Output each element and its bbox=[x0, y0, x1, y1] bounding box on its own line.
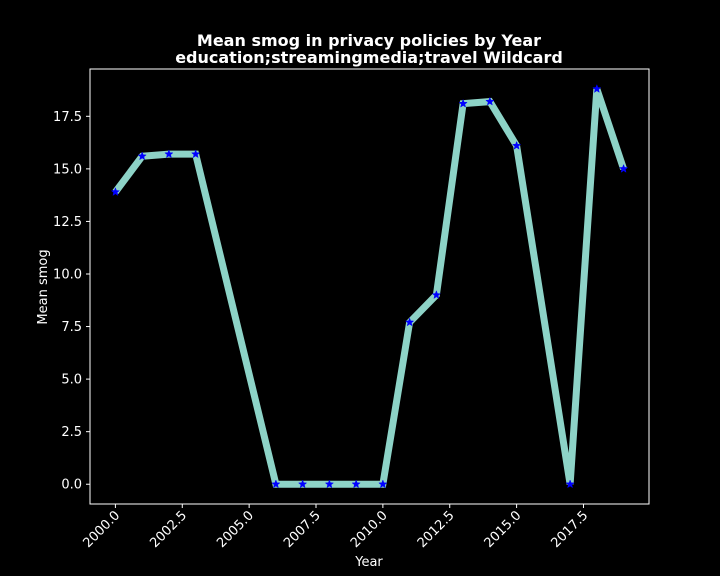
y-tick-label: 0.0 bbox=[61, 478, 82, 493]
data-point bbox=[485, 96, 495, 106]
data-point bbox=[351, 479, 361, 489]
y-tick-label: 15.0 bbox=[53, 162, 82, 177]
x-axis-label: Year bbox=[354, 555, 383, 570]
data-point bbox=[164, 149, 174, 159]
y-axis: 0.0 2.5 5.0 7.5 10.0 12.5 15.0 17.5 bbox=[53, 110, 90, 493]
data-point bbox=[271, 479, 281, 489]
data-point bbox=[511, 140, 522, 150]
data-point bbox=[110, 187, 121, 196]
chart-title: Mean smog in privacy policies by Year bbox=[197, 31, 541, 50]
plot-content bbox=[110, 84, 629, 489]
data-point bbox=[404, 317, 415, 327]
data-point bbox=[190, 149, 201, 159]
y-tick-label: 17.5 bbox=[53, 110, 82, 125]
data-point bbox=[458, 98, 468, 108]
y-tick-label: 7.5 bbox=[61, 320, 82, 335]
data-point bbox=[618, 163, 629, 173]
chart-subtitle: education;streamingmedia;travel Wildcard bbox=[175, 48, 563, 67]
y-axis-label: Mean smog bbox=[36, 249, 51, 324]
y-tick-label: 10.0 bbox=[53, 267, 82, 282]
data-point bbox=[565, 479, 575, 489]
data-point bbox=[137, 151, 147, 161]
y-tick-label: 5.0 bbox=[61, 373, 82, 388]
data-point bbox=[297, 479, 308, 489]
data-point bbox=[378, 479, 388, 489]
data-point bbox=[324, 479, 335, 489]
y-tick-label: 12.5 bbox=[53, 215, 82, 230]
data-point bbox=[431, 290, 442, 299]
plot-frame bbox=[89, 68, 650, 505]
data-point bbox=[592, 84, 602, 93]
y-tick-label: 2.5 bbox=[61, 425, 82, 440]
